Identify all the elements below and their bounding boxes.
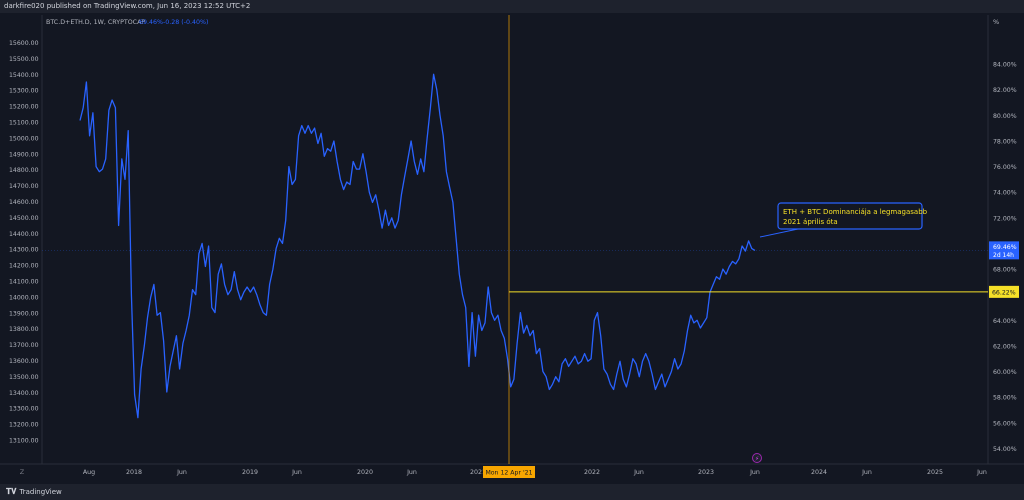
cursor-date-text: Mon 12 Apr '21 xyxy=(485,470,532,477)
cursor-date-badge xyxy=(483,466,535,478)
right-tick-label: 76.00% xyxy=(993,164,1017,171)
right-tick-label: 80.00% xyxy=(993,113,1017,120)
left-tick-label: 13500.00 xyxy=(9,374,39,381)
left-tick-label: 13900.00 xyxy=(9,310,39,317)
level-badge xyxy=(989,285,1019,298)
time-tick-label: Jun xyxy=(633,469,644,476)
left-tick-label: 15600.00 xyxy=(9,40,39,47)
time-tick-label: Jun xyxy=(291,469,302,476)
plot-area xyxy=(79,73,756,419)
right-tick-label: 64.00% xyxy=(993,318,1017,325)
time-tick-label: Jun xyxy=(861,469,872,476)
left-tick-label: 14700.00 xyxy=(9,183,39,190)
last-value-badge-text: 69.46% xyxy=(993,244,1017,251)
time-tick-label: 2025 xyxy=(927,469,943,476)
left-tick-label: 15400.00 xyxy=(9,72,39,79)
time-tick-label: Aug xyxy=(83,469,95,476)
publisher-text: darkfire020 published on TradingView.com… xyxy=(4,2,251,10)
series-line xyxy=(79,73,756,419)
countdown-text: 2d 14h xyxy=(993,252,1014,259)
right-tick-label: 60.00% xyxy=(993,369,1017,376)
left-tick-label: 14300.00 xyxy=(9,247,39,254)
left-tick-label: 15000.00 xyxy=(9,135,39,142)
left-price-axis: 15600.00 15500.00 15400.00 15300.00 15200.00… xyxy=(9,15,43,464)
right-tick-label: 62.00% xyxy=(993,343,1017,350)
annotation-box xyxy=(777,202,923,230)
left-tick-label: 14100.00 xyxy=(9,279,39,286)
annotation-pointer xyxy=(759,228,799,238)
legend-symbol: BTC.D+ETH.D, 1W, CRYPTOCAP xyxy=(46,19,145,26)
level-badge-text: 66.22% xyxy=(992,289,1016,296)
timezone-icon: Z xyxy=(20,468,25,476)
right-tick-label: 72.00% xyxy=(993,215,1017,222)
left-tick-label: 13600.00 xyxy=(9,358,39,365)
time-tick-label: 2019 xyxy=(242,469,258,476)
left-tick-label: 13400.00 xyxy=(9,390,39,397)
left-tick-label: 13200.00 xyxy=(9,422,39,429)
left-tick-label: 14900.00 xyxy=(9,151,39,158)
time-tick-label: Jun xyxy=(976,469,987,476)
left-tick-label: 14800.00 xyxy=(9,167,39,174)
right-tick-label: 78.00% xyxy=(993,138,1017,145)
brand-text: TradingView xyxy=(19,488,62,496)
event-icon xyxy=(752,453,762,463)
time-tick-label: 2020 xyxy=(357,469,373,476)
time-tick-label: Jun xyxy=(749,469,760,476)
left-tick-label: 13800.00 xyxy=(9,326,39,333)
left-tick-label: 15100.00 xyxy=(9,120,39,127)
left-tick-label: 15300.00 xyxy=(9,88,39,95)
tradingview-logo[interactable]: 𝐓𝐕 TradingView xyxy=(6,487,62,497)
right-percent-axis: % 84.00% 82.00% 80.00% 78.00% 76.00% 74.00% 72.… xyxy=(987,15,1019,464)
left-tick-label: 14500.00 xyxy=(9,215,39,222)
left-tick-label: 14000.00 xyxy=(9,294,39,301)
left-tick-label: 14400.00 xyxy=(9,231,39,238)
time-tick-label: 2022 xyxy=(584,469,600,476)
right-tick-label: 84.00% xyxy=(993,62,1017,69)
time-tick-label: Jun xyxy=(406,469,417,476)
left-tick-label: 15200.00 xyxy=(9,104,39,111)
right-tick-label: 58.00% xyxy=(993,395,1017,402)
left-tick-label: 13300.00 xyxy=(9,406,39,413)
annotation-line-2: 2021 április óta xyxy=(783,218,838,226)
time-tick-label: 2023 xyxy=(698,469,714,476)
chart[interactable]: 15600.00 15500.00 15400.00 15300.00 15200.00… xyxy=(0,13,1024,484)
time-tick-label: Jun xyxy=(176,469,187,476)
left-tick-label: 14600.00 xyxy=(9,199,39,206)
left-tick-label: 13700.00 xyxy=(9,342,39,349)
event-icon-glyph: ⚡ xyxy=(755,456,759,463)
legend-value: 69.46% xyxy=(139,19,163,26)
legend-change: -0.28 (-0.40%) xyxy=(163,19,208,26)
time-tick-label: 2021 xyxy=(470,469,486,476)
time-tick-label: 2018 xyxy=(126,469,142,476)
right-tick-label: 56.00% xyxy=(993,420,1017,427)
time-axis: Aug 2018 Jun 2019 Jun 2020 Jun 2021 2022 Jun 2023 J… xyxy=(0,463,1024,478)
right-tick-label: 68.00% xyxy=(993,267,1017,274)
last-value-badge xyxy=(989,241,1019,260)
right-tick-label: 54.00% xyxy=(993,446,1017,453)
tv-logo-icon: 𝐓𝐕 xyxy=(6,487,17,496)
left-tick-label: 15500.00 xyxy=(9,56,39,63)
right-tick-label: 82.00% xyxy=(993,87,1017,94)
publisher-bar: darkfire020 published on TradingView.com… xyxy=(0,0,1024,13)
left-tick-label: 13100.00 xyxy=(9,438,39,445)
left-tick-label: 14200.00 xyxy=(9,263,39,270)
right-tick-label: 74.00% xyxy=(993,190,1017,197)
time-tick-label: 2024 xyxy=(811,469,827,476)
annotation-line-1: ETH + BTC Dominanciája a legmagasabb xyxy=(783,208,928,216)
right-axis-unit: % xyxy=(993,18,999,26)
footer-bar xyxy=(0,484,1024,500)
